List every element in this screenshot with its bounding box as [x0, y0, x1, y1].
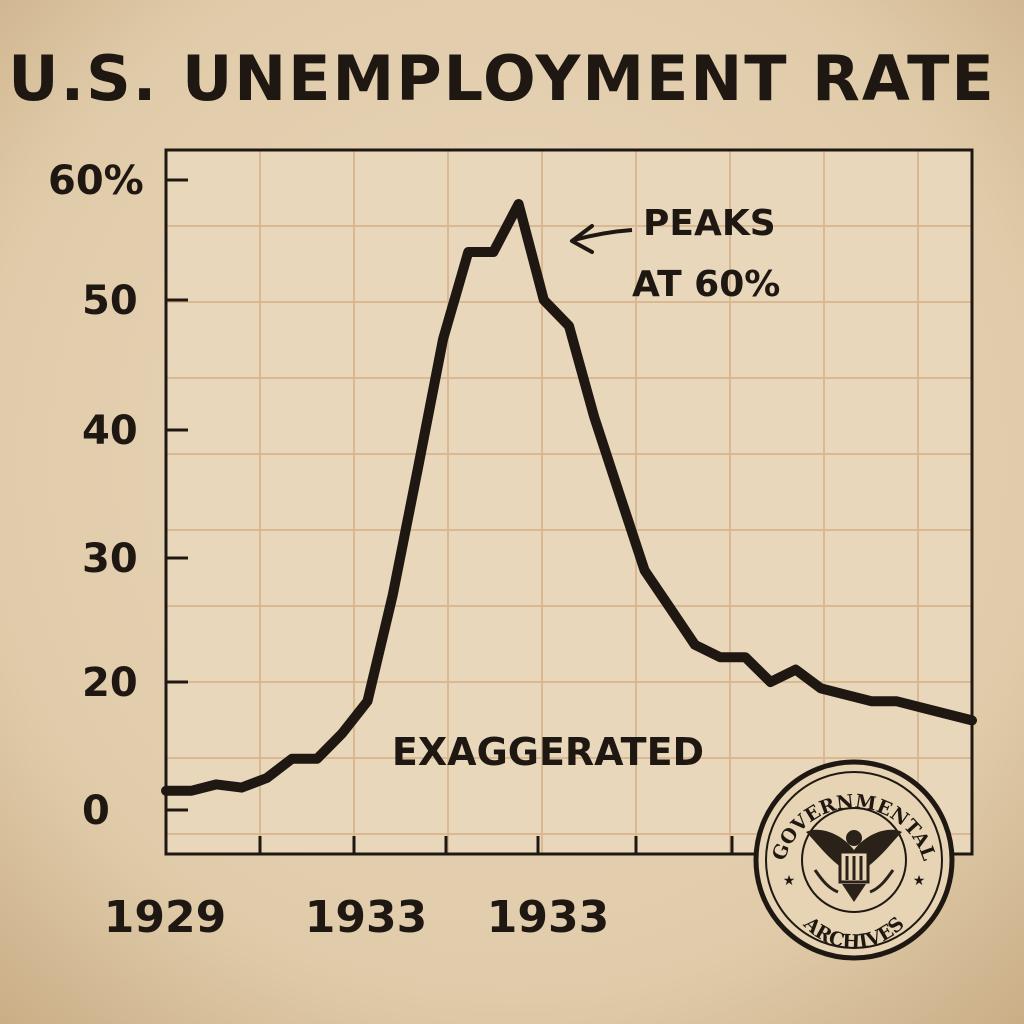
peak-arrow-head [570, 224, 594, 254]
y-tick-label: 30 [82, 536, 138, 582]
data-point [466, 250, 470, 254]
data-point [214, 782, 218, 786]
peak-annotation-line1: PEAKS [643, 203, 776, 244]
y-tick-label: 40 [82, 408, 138, 454]
data-point [844, 693, 848, 697]
series-group [161, 199, 977, 796]
peak-annotation-arrow [573, 228, 633, 242]
seal-inner-ring [765, 771, 943, 949]
data-point [416, 466, 420, 470]
y-tick-label: 0 [82, 788, 110, 834]
data-point [290, 757, 294, 761]
data-point [592, 415, 596, 419]
data-point [491, 250, 495, 254]
eagle-icon [806, 829, 902, 902]
y-axis: 0 20 30 40 50 60% [48, 158, 188, 834]
data-point [743, 655, 747, 659]
data-point [920, 706, 924, 710]
data-point [517, 202, 521, 206]
data-point [643, 568, 647, 572]
data-point [391, 593, 395, 597]
data-point [240, 786, 244, 790]
y-tick-label: 60% [48, 158, 144, 204]
exaggerated-annotation: EXAGGERATED [392, 730, 704, 774]
data-point [869, 699, 873, 703]
chart-title: U.S. UNEMPLOYMENT RATE [8, 42, 995, 115]
data-point [164, 789, 168, 793]
peak-annotation-line2: AT 60% [632, 264, 780, 305]
data-point [315, 757, 319, 761]
data-point [693, 643, 697, 647]
y-tick-label: 20 [82, 660, 138, 706]
x-tick-label: 1933 [305, 892, 427, 943]
data-point [894, 699, 898, 703]
data-point [567, 324, 571, 328]
plot-frame [164, 148, 974, 856]
y-tick-label: 50 [82, 278, 138, 324]
data-point [668, 606, 672, 610]
seal-star-left-icon: ★ [783, 873, 796, 889]
seal-star-right-icon: ★ [913, 873, 926, 889]
data-point [441, 337, 445, 341]
data-point [265, 776, 269, 780]
data-point [366, 699, 369, 703]
data-point [769, 680, 772, 684]
data-point [970, 718, 974, 722]
data-point [617, 492, 621, 496]
data-point [542, 298, 546, 302]
x-tick-label: 1933 [487, 892, 609, 943]
data-point [945, 712, 949, 716]
plot-area [166, 150, 972, 854]
x-tick-label: 1929 [104, 892, 226, 943]
seal-center-ring [801, 807, 907, 913]
data-point [340, 731, 344, 735]
data-point [718, 655, 722, 659]
data-point [819, 686, 823, 690]
data-point [189, 789, 193, 793]
data-point [794, 668, 798, 672]
x-axis: 1929 1933 1933 [104, 836, 918, 943]
seal: GOVERNMENTAL ARCHIVES ★ ★ [753, 759, 955, 961]
